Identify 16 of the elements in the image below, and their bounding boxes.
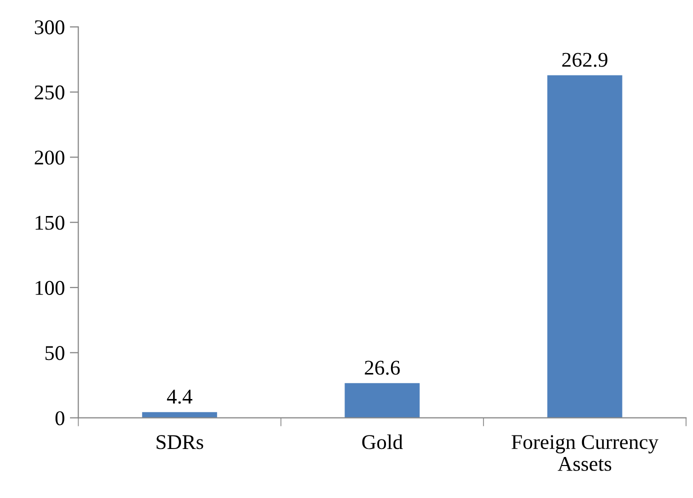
y-tick-label: 150: [36, 216, 64, 230]
data-label: 26.6: [364, 360, 400, 375]
y-tick-label: 100: [36, 280, 64, 295]
x-tick-label: Foreign Currency Assets: [512, 435, 658, 471]
bar: [547, 75, 622, 418]
y-tick-label: 250: [34, 85, 64, 100]
y-tick-label: 50: [45, 346, 64, 360]
x-tick-label: Gold: [362, 434, 403, 450]
y-tick-label: 0: [55, 411, 64, 426]
x-tick-label: SDRs: [156, 435, 204, 450]
bar: [344, 383, 420, 418]
data-label: 262.9: [562, 52, 608, 67]
y-tick-label: 200: [34, 150, 64, 165]
bar: [142, 412, 218, 418]
data-label: 4.4: [166, 390, 192, 404]
y-tick-label: 300: [34, 20, 64, 34]
